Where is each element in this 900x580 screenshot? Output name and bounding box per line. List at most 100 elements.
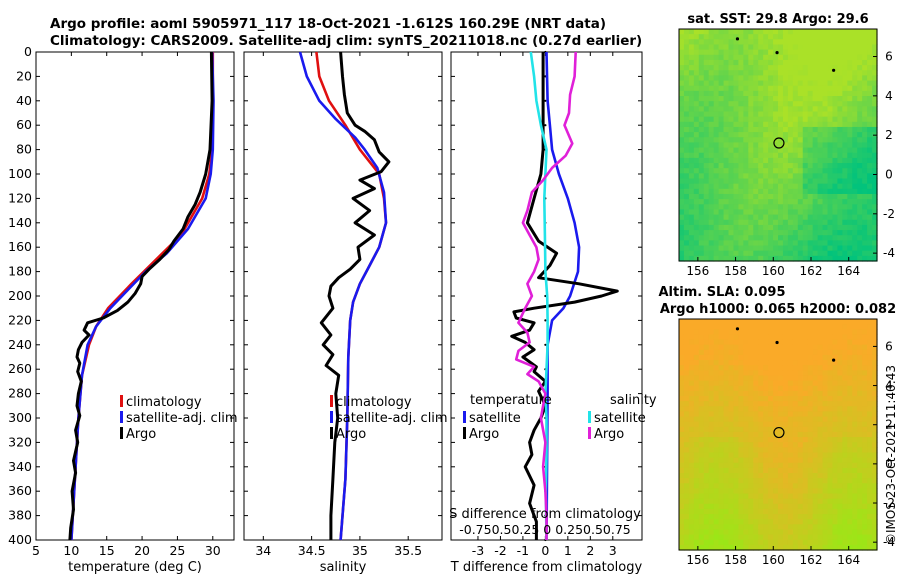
sst-map-cell	[758, 230, 764, 236]
sla-map-cell	[782, 508, 789, 515]
sla-map-cell	[812, 478, 819, 484]
sla-map-cell	[693, 462, 700, 469]
sla-map-cell	[782, 539, 789, 546]
sla-map-cell	[857, 421, 863, 428]
sla-map-cell	[698, 426, 705, 433]
sla-map-cell	[723, 437, 730, 443]
sla-map-cell	[807, 519, 814, 525]
sla-map-cell	[773, 319, 779, 325]
sla-map-cell	[802, 421, 809, 428]
sst-map-cell	[807, 116, 814, 123]
sst-map-cell	[867, 106, 873, 113]
sst-map-cell	[802, 142, 809, 149]
sst-map-cell	[802, 54, 809, 61]
sla-map-cell	[708, 462, 715, 469]
sla-map-cell	[862, 354, 868, 361]
depth-tick-label: 260	[8, 361, 32, 376]
sst-map-cell	[758, 240, 764, 247]
sst-map-cell	[852, 209, 858, 216]
depth-tick-label: 320	[8, 434, 32, 449]
sla-map-cell	[812, 370, 819, 377]
sla-map-cell	[817, 375, 824, 382]
sst-map-cell	[872, 173, 878, 180]
sst-map-cell	[812, 214, 819, 221]
sla-map-cell	[733, 539, 739, 546]
sla-map-cell	[792, 375, 799, 382]
sla-map-ytick-label: 0	[885, 457, 893, 471]
sst-map-cell	[832, 219, 838, 226]
sst-map-cell	[802, 29, 809, 35]
sst-map-cell	[862, 209, 868, 216]
sla-map-cell	[778, 514, 784, 520]
sla-map-cell	[778, 416, 784, 423]
sst-map-cell	[827, 147, 834, 154]
sst-map-cell	[753, 116, 759, 123]
sst-map-cell	[703, 85, 710, 92]
sst-map-cell	[728, 173, 735, 180]
sst-map-cell	[787, 29, 794, 35]
sla-map-cell	[723, 514, 730, 520]
sst-map-cell	[827, 29, 834, 35]
sla-map-cell	[683, 529, 690, 536]
sla-map-cell	[733, 508, 739, 515]
sla-map-cell	[872, 519, 878, 525]
sst-map-cell	[693, 204, 700, 211]
sst-map-cell	[817, 116, 824, 123]
sla-map-cell	[743, 514, 749, 520]
sst-map-cell	[867, 157, 873, 164]
sla-map-cell	[837, 503, 843, 510]
sst-map-cell	[713, 126, 720, 133]
sla-map-cell	[718, 344, 725, 351]
sla-map-cell	[857, 406, 863, 412]
sla-map-cell	[842, 380, 848, 387]
sst-map-cell	[817, 101, 824, 107]
sst-map-cell	[679, 188, 685, 195]
sst-map-cell	[713, 137, 720, 144]
sla-map-cell	[763, 488, 769, 495]
sla-map-cell	[872, 483, 878, 489]
sla-map-cell	[802, 375, 809, 382]
sst-map-cell	[797, 96, 804, 102]
sst-map-cell	[847, 29, 853, 35]
sst-map-cell	[718, 121, 725, 128]
sst-map-cell	[703, 34, 710, 40]
sst-map-cell	[688, 152, 695, 159]
sla-map-cell	[817, 524, 824, 531]
sla-map-cell	[738, 503, 744, 510]
sla-map-cell	[787, 411, 794, 418]
sst-map-cell	[758, 39, 764, 46]
sst-map-cell	[822, 137, 829, 144]
sla-map-cell	[758, 339, 764, 346]
sst-map-cell	[792, 230, 799, 236]
sst-map-cell	[837, 101, 843, 107]
sla-map-cell	[847, 488, 853, 495]
sst-map-cell	[807, 209, 814, 216]
sst-map-cell	[802, 240, 809, 247]
sst-map-cell	[713, 193, 720, 200]
sla-map-cell	[748, 529, 754, 536]
sst-map-cell	[862, 54, 868, 61]
sst-map-cell	[807, 142, 814, 149]
sla-map-cell	[679, 426, 685, 433]
difference-xtick-label: 0	[541, 543, 549, 558]
legend-temperature-argo-label: Argo	[469, 427, 499, 442]
sla-map-cell	[782, 416, 789, 423]
sla-map-cell	[713, 375, 720, 382]
sla-map-cell	[738, 478, 744, 484]
sla-map-cell	[832, 447, 838, 454]
sla-map-cell	[703, 473, 710, 479]
sla-map-cell	[802, 406, 809, 412]
sst-map-cell	[733, 85, 739, 92]
sst-map-cell	[733, 126, 739, 133]
sla-map-cell	[842, 375, 848, 382]
sst-map-cell	[807, 255, 814, 262]
sst-map-cell	[743, 59, 749, 66]
sst-map-cell	[837, 147, 843, 154]
sla-map-cell	[688, 534, 695, 541]
temperature-xtick-label: 15	[99, 543, 115, 558]
sla-map-cell	[807, 467, 814, 474]
sla-map-cell	[743, 462, 749, 469]
sla-map-cell	[847, 426, 853, 433]
sla-map-cell	[683, 396, 690, 402]
sla-map-cell	[807, 401, 814, 407]
